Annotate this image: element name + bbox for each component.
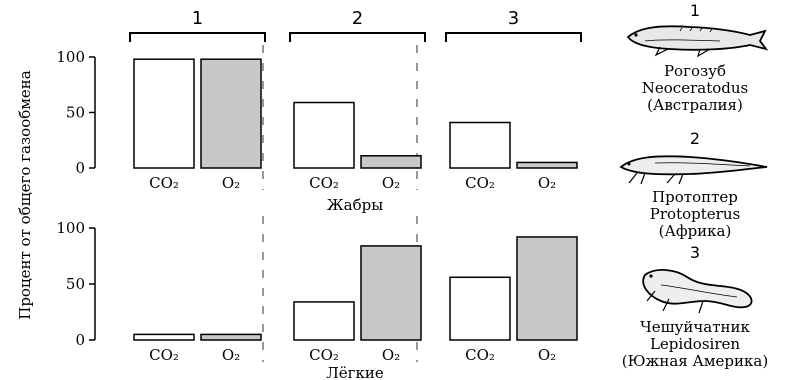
- bar-o2: [200, 58, 262, 169]
- bar-o2: [360, 155, 422, 169]
- group-number: 2: [352, 8, 363, 29]
- species-1-number: 1: [689, 1, 701, 20]
- category-label: CO₂: [309, 174, 339, 192]
- category-label: CO₂: [465, 174, 495, 192]
- panel-label: Жабры: [327, 196, 383, 214]
- category-label: CO₂: [309, 346, 339, 364]
- category-label: CO₂: [149, 174, 179, 192]
- species-1-name-latin: Neoceratodus: [641, 79, 749, 97]
- y-tick-label: 100: [56, 48, 85, 66]
- species-1: 1 Рогозуб Neoceratodus (Австралия): [605, 2, 785, 114]
- category-label: CO₂: [465, 346, 495, 364]
- y-tick-label: 50: [66, 275, 85, 293]
- bar-co2: [133, 333, 195, 341]
- y-tick-label: 100: [56, 219, 85, 237]
- species-2-number: 2: [689, 129, 701, 148]
- bar-o2: [200, 333, 262, 341]
- group-number: 3: [508, 8, 519, 29]
- lungfish-lepidosiren-icon: [642, 269, 753, 314]
- category-label: O₂: [222, 174, 240, 192]
- species-3-name-ru: Чешуйчатник: [640, 318, 750, 336]
- category-label: CO₂: [149, 346, 179, 364]
- species-3-name-latin: Lepidosiren: [649, 335, 741, 353]
- category-label: O₂: [222, 346, 240, 364]
- species-3-region: (Южная Америка): [621, 352, 769, 370]
- bar-co2: [449, 276, 511, 341]
- species-3-number: 3: [689, 243, 701, 262]
- y-tick-label: 0: [75, 331, 85, 349]
- species-2-region: (Африка): [658, 222, 732, 240]
- y-tick-label: 50: [66, 104, 85, 122]
- bar-o2: [360, 245, 422, 341]
- species-3: 3 Чешуйчатник Lepidosiren (Южная Америка…: [605, 244, 785, 370]
- plot-area: 0 50 100 CO₂ O₂ CO₂ O₂ CO₂ O₂ Жабры 0 50 100 CO₂ O₂ CO₂…: [56, 8, 582, 380]
- category-label: O₂: [538, 174, 556, 192]
- bar-co2: [133, 58, 195, 169]
- panel-label: Лёгкие: [326, 364, 384, 380]
- bar-co2: [293, 301, 355, 341]
- lungfish-neoceratodus-icon: [626, 25, 769, 58]
- y-tick-label: 0: [75, 159, 85, 177]
- group-bracket: [445, 32, 582, 42]
- category-label: O₂: [382, 174, 400, 192]
- species-2: 2 Протоптер Protopterus (Африка): [605, 130, 785, 240]
- bar-co2: [449, 121, 511, 169]
- species-2-name-ru: Протоптер: [652, 188, 738, 206]
- bar-co2: [293, 101, 355, 169]
- lungfish-protopterus-icon: [619, 155, 768, 185]
- species-1-region: (Австралия): [647, 96, 743, 114]
- group-number: 1: [192, 8, 203, 29]
- category-label: O₂: [538, 346, 556, 364]
- y-axis-label: Процент от общего газообмена: [16, 70, 34, 320]
- species-2-name-latin: Protopterus: [649, 205, 741, 223]
- species-1-name-ru: Рогозуб: [663, 62, 727, 80]
- group-bracket: [129, 32, 266, 42]
- bar-o2: [516, 161, 578, 169]
- bar-o2: [516, 236, 578, 341]
- category-label: O₂: [382, 346, 400, 364]
- group-bracket: [289, 32, 426, 42]
